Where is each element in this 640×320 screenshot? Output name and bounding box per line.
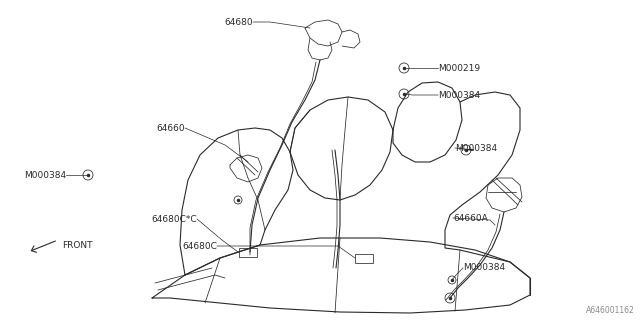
Text: 64660A: 64660A (453, 213, 488, 222)
Text: 64680C*C: 64680C*C (152, 214, 197, 223)
Bar (355, 253, 373, 262)
Text: M000384: M000384 (438, 91, 480, 100)
Bar (239, 247, 257, 257)
Text: FRONT: FRONT (62, 241, 93, 250)
Text: 64680: 64680 (225, 18, 253, 27)
Text: M000384: M000384 (455, 143, 497, 153)
Text: 64680C: 64680C (182, 242, 217, 251)
Text: 64660: 64660 (156, 124, 185, 132)
Text: M000219: M000219 (438, 63, 480, 73)
Text: M000384: M000384 (463, 263, 505, 273)
Text: M000384: M000384 (24, 171, 66, 180)
Text: A646001162: A646001162 (586, 306, 635, 315)
